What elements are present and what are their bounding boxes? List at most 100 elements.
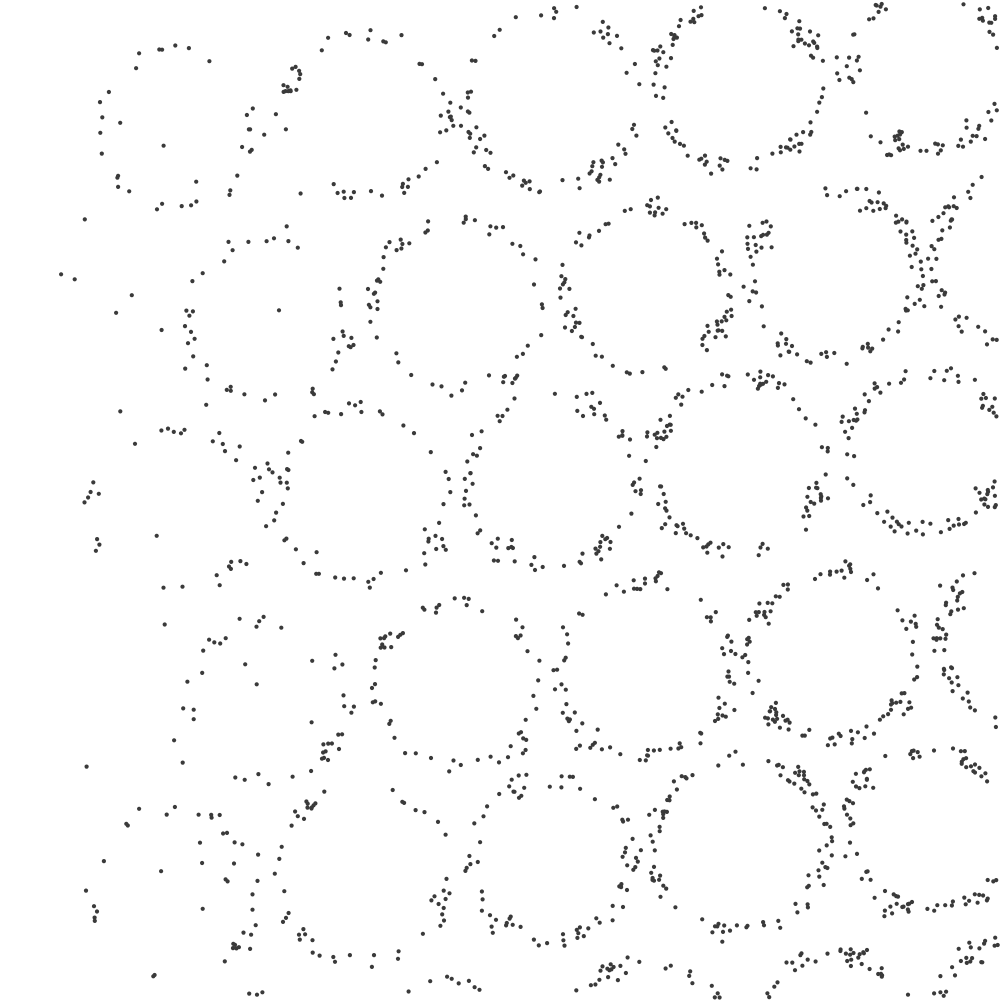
stipple-dot — [278, 476, 282, 480]
stipple-dot — [851, 483, 855, 487]
stipple-dot — [474, 125, 478, 129]
stipple-dot — [299, 191, 303, 195]
stipple-dot — [823, 186, 827, 190]
stipple-dot — [883, 754, 887, 758]
stipple-dot — [894, 214, 898, 218]
stipple-dot — [632, 578, 636, 582]
stipple-dot — [368, 305, 372, 309]
stipple-dot — [934, 638, 938, 642]
stipple-dot — [762, 324, 766, 328]
stipple-dot — [248, 127, 252, 131]
stipple-dot — [703, 236, 707, 240]
stipple-dot — [850, 426, 854, 430]
stipple-dot — [655, 48, 659, 52]
stipple-dot — [511, 173, 515, 177]
stipple-dot — [246, 240, 250, 244]
stipple-dot — [251, 106, 255, 110]
stipple-dot — [851, 951, 855, 955]
stipple-dot — [854, 772, 858, 776]
stipple-dot — [949, 366, 953, 370]
stipple-dot — [562, 564, 566, 568]
stipple-dot — [668, 414, 672, 418]
stipple-dot — [745, 235, 749, 239]
stipple-dot — [898, 229, 902, 233]
stipple-dot — [476, 758, 480, 762]
stipple-dot — [590, 169, 594, 173]
stipple-dot — [709, 615, 713, 619]
stipple-dot — [951, 899, 955, 903]
stipple-dot — [928, 522, 932, 526]
stipple-dot — [429, 756, 433, 760]
stipple-dot — [459, 124, 463, 128]
stipple-dot — [925, 907, 929, 911]
stipple-dot — [155, 207, 159, 211]
stipple-dot — [198, 841, 202, 845]
stipple-dot — [716, 329, 720, 333]
stipple-dot — [257, 619, 261, 623]
stipple-dot — [554, 10, 558, 14]
stipple-dot — [617, 435, 621, 439]
stipple-dot — [59, 272, 63, 276]
stipple-dot — [939, 530, 943, 534]
stipple-dot — [598, 921, 602, 925]
stipple-dot — [688, 969, 692, 973]
stipple-dot — [979, 960, 983, 964]
stipple-dot — [878, 207, 882, 211]
stipple-dot — [921, 532, 925, 536]
stipple-dot — [851, 780, 855, 784]
stipple-dot — [991, 879, 995, 883]
stipple-dot — [537, 943, 541, 947]
stipple-dot — [555, 668, 559, 672]
stipple-dot — [993, 715, 997, 719]
stipple-dot — [594, 552, 598, 556]
stipple-dot — [536, 678, 540, 682]
stipple-dot — [680, 395, 684, 399]
stipple-dot — [322, 756, 326, 760]
stipple-dot — [805, 495, 809, 499]
stipple-dot — [648, 211, 652, 215]
stipple-dot — [766, 601, 770, 605]
stipple-dot — [592, 30, 596, 34]
stipple-dot — [769, 609, 773, 613]
stipple-dot — [524, 738, 528, 742]
stipple-dot — [155, 534, 159, 538]
stipple-dot — [916, 284, 920, 288]
stipple-dot — [985, 492, 989, 496]
stipple-dot — [286, 239, 290, 243]
stipple-dot — [700, 337, 704, 341]
stipple-dot — [179, 431, 183, 435]
stipple-dot — [855, 58, 859, 62]
stipple-dot — [633, 865, 637, 869]
stipple-dot — [784, 337, 788, 341]
stipple-dot — [375, 335, 379, 339]
stipple-dot — [616, 978, 620, 982]
stipple-dot — [282, 889, 286, 893]
stipple-dot — [442, 906, 446, 910]
stipple-dot — [264, 524, 268, 528]
stipple-dot — [574, 747, 578, 751]
stipple-dot — [575, 936, 579, 940]
stipple-dot — [204, 403, 208, 407]
stipple-dot — [448, 490, 452, 494]
stipple-dot — [898, 700, 902, 704]
stipple-dot — [91, 480, 95, 484]
stipple-dot — [189, 203, 193, 207]
stipple-dot — [561, 711, 565, 715]
stipple-dot — [197, 813, 201, 817]
stipple-dot — [663, 522, 667, 526]
stipple-dot — [617, 884, 621, 888]
stipple-dot — [720, 940, 724, 944]
stipple-dot — [302, 817, 306, 821]
stipple-dot — [566, 641, 570, 645]
stipple-dot — [860, 962, 864, 966]
stipple-dot — [272, 518, 276, 522]
stipple-dot — [905, 295, 909, 299]
stipple-dot — [92, 904, 96, 908]
stipple-dot — [574, 988, 578, 992]
stipple-dot — [720, 372, 724, 376]
stipple-dot — [991, 33, 995, 37]
stipple-dot — [807, 486, 811, 490]
stipple-dot — [974, 510, 978, 514]
stipple-dot — [618, 964, 622, 968]
